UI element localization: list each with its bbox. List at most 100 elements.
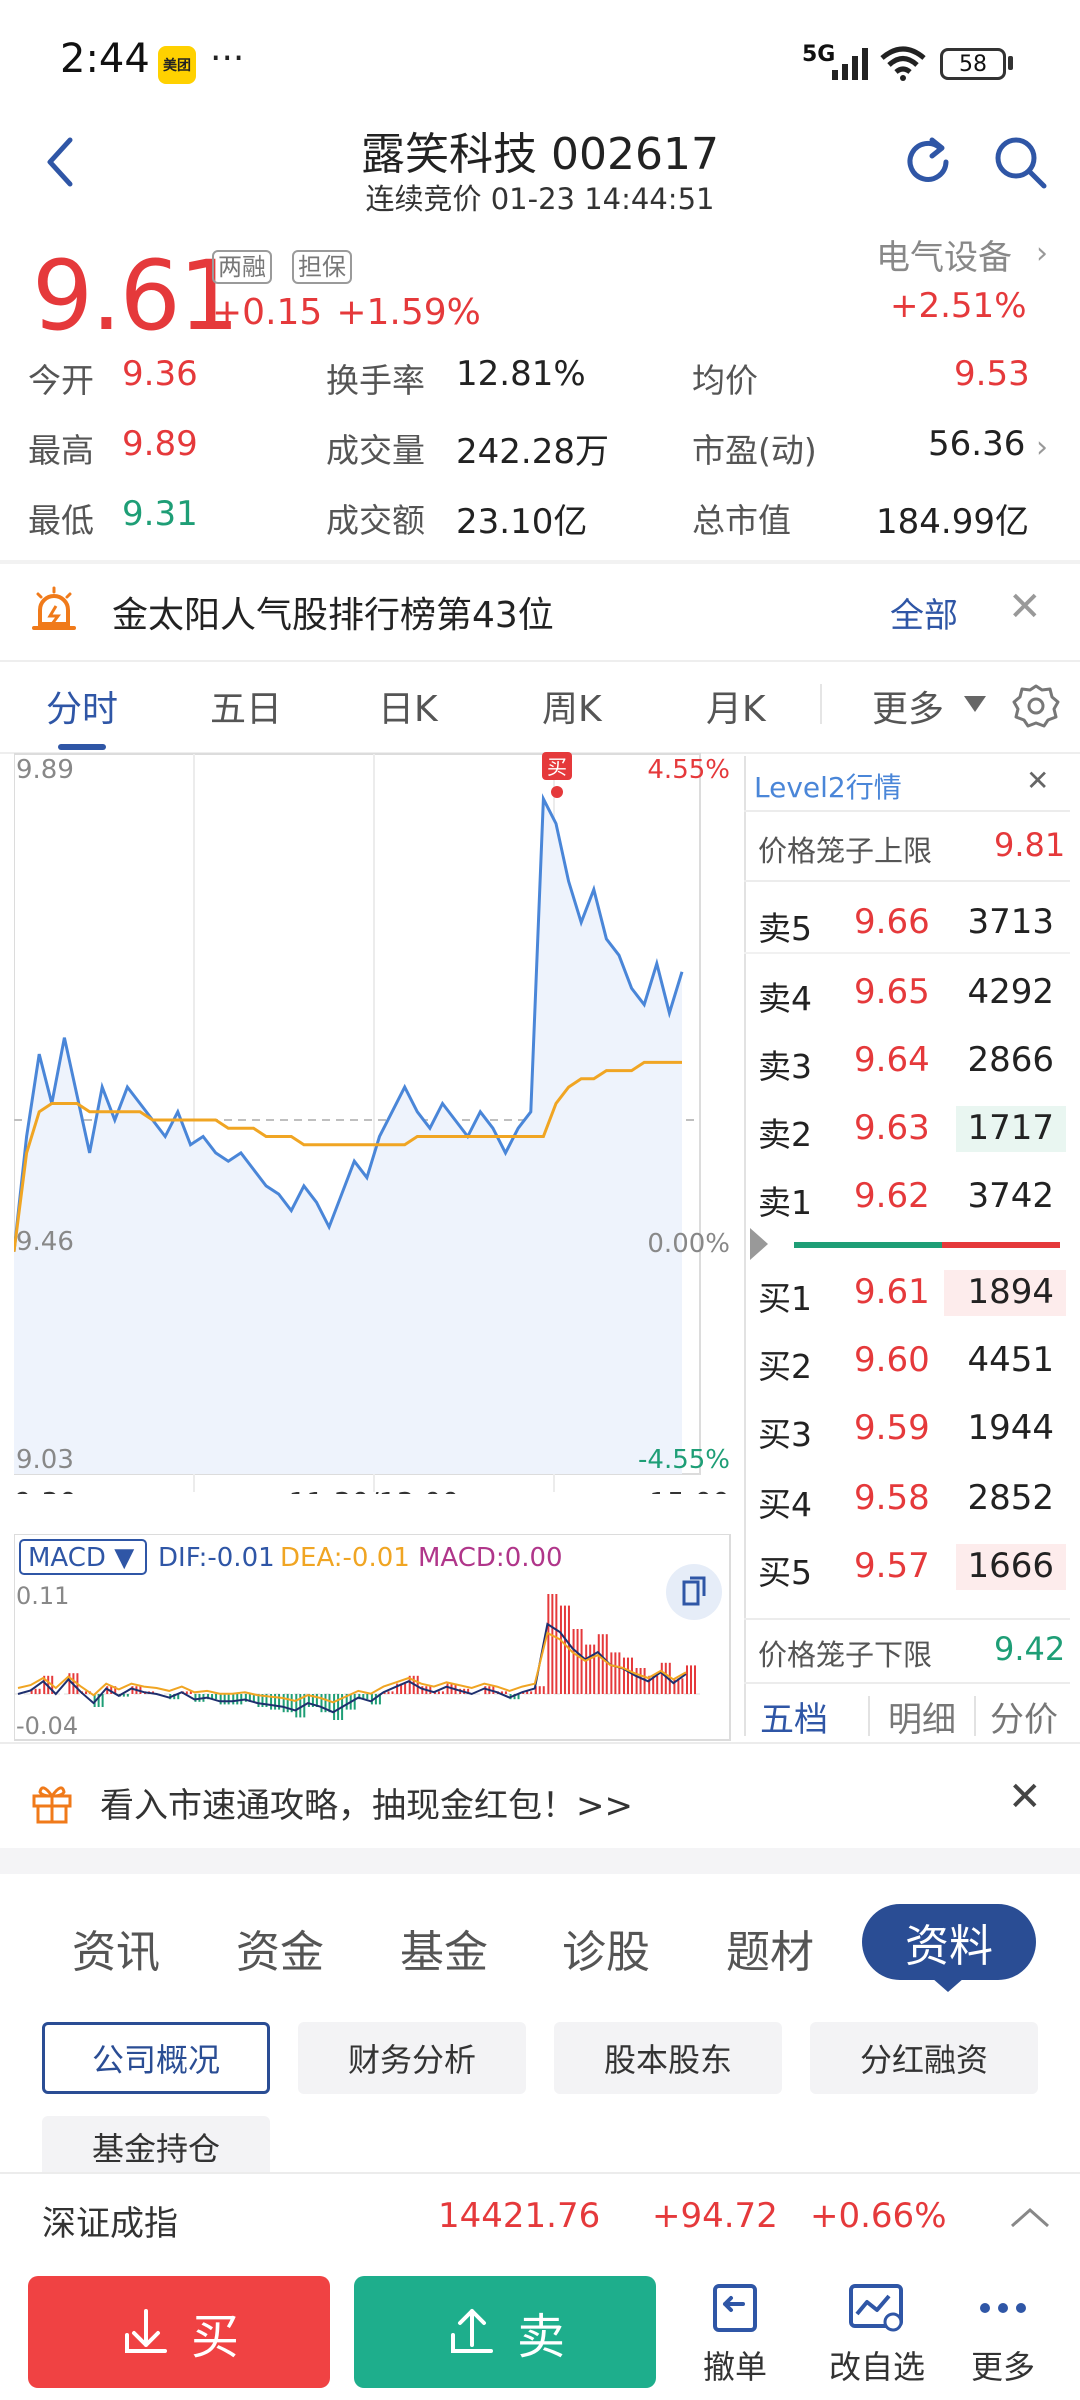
stat-label[interactable]: 市盈(动) bbox=[692, 431, 817, 470]
macd-bar bbox=[630, 1657, 633, 1694]
x-end-label: 15:00 bbox=[649, 1486, 730, 1494]
tab-five-levels[interactable]: 五档 bbox=[760, 1700, 828, 1740]
average-line bbox=[14, 1060, 682, 1252]
tab-five-day[interactable]: 五日 bbox=[210, 689, 283, 730]
macd-bar bbox=[320, 1694, 323, 1713]
ask-price: 9.64 bbox=[854, 1040, 930, 1080]
tab-fund[interactable]: 基金 bbox=[400, 1927, 488, 1978]
level2-title[interactable]: Level2行情 bbox=[754, 771, 902, 804]
buy-label: 买 bbox=[190, 2309, 239, 2365]
tab-weekly-k[interactable]: 周K bbox=[542, 689, 602, 730]
tab-diagnosis[interactable]: 诊股 bbox=[562, 1927, 650, 1978]
tab-intraday[interactable]: 分时 bbox=[46, 689, 119, 730]
tab-details[interactable]: 明细 bbox=[888, 1700, 956, 1740]
bid-volume: 1666 bbox=[967, 1546, 1054, 1586]
macd-bar bbox=[374, 1694, 377, 1705]
tab-daily-k[interactable]: 日K bbox=[378, 689, 438, 730]
buy-marker[interactable]: 买 bbox=[547, 755, 567, 779]
stat-market-cap: 184.99亿 bbox=[876, 502, 1029, 542]
chevron-right-icon[interactable]: › bbox=[1036, 236, 1048, 271]
tab-funds-flow[interactable]: 资金 bbox=[236, 1927, 324, 1978]
macd-bar bbox=[370, 1694, 373, 1705]
macd-bar bbox=[416, 1675, 419, 1694]
margin-tag[interactable]: 两融 bbox=[212, 250, 272, 284]
macd-bar bbox=[437, 1691, 440, 1694]
sell-button[interactable]: 卖 bbox=[354, 2276, 656, 2388]
back-icon[interactable] bbox=[36, 132, 86, 192]
bid-row[interactable]: 买4 9.58 2852 bbox=[744, 1468, 1070, 1530]
view-all-link[interactable]: 全部 bbox=[890, 596, 958, 636]
bid-row[interactable]: 买2 9.60 4451 bbox=[744, 1330, 1070, 1392]
chip-shareholders[interactable]: 股本股东 bbox=[554, 2022, 782, 2094]
collateral-tag[interactable]: 担保 bbox=[292, 250, 352, 284]
tab-profile[interactable]: 资料 bbox=[862, 1904, 1036, 1980]
dropdown-icon[interactable] bbox=[962, 694, 988, 714]
buy-button[interactable]: 买 bbox=[28, 2276, 330, 2388]
macd-bar bbox=[328, 1694, 331, 1713]
bid-row[interactable]: 买1 9.61 1894 bbox=[744, 1262, 1070, 1324]
ask-volume-bar bbox=[956, 1106, 1066, 1152]
chevron-up-icon[interactable] bbox=[1008, 2202, 1052, 2232]
close-icon[interactable]: ✕ bbox=[1008, 1774, 1042, 1820]
ask-label: 卖5 bbox=[758, 909, 812, 948]
lower-limit-price: 9.42 bbox=[994, 1630, 1066, 1668]
bid-row[interactable]: 买3 9.59 1944 bbox=[744, 1398, 1070, 1460]
banner-text[interactable]: 金太阳人气股排行榜第43位 bbox=[112, 595, 554, 636]
tab-separator bbox=[820, 684, 822, 724]
tab-news[interactable]: 资讯 bbox=[72, 1927, 160, 1978]
macd-selector[interactable]: MACD ▼ bbox=[28, 1543, 134, 1573]
ask-row[interactable]: 卖4 9.65 4292 bbox=[744, 962, 1070, 1024]
stat-amount: 23.10亿 bbox=[456, 502, 588, 542]
chip-financial-analysis[interactable]: 财务分析 bbox=[298, 2022, 526, 2094]
dif-label: DIF:-0.01 bbox=[158, 1543, 275, 1573]
index-bar[interactable]: 深证成指 14421.76 +94.72 +0.66% bbox=[0, 2172, 1080, 2264]
bid-row[interactable]: 买5 9.57 1666 bbox=[744, 1536, 1070, 1598]
macd-bar bbox=[131, 1686, 134, 1694]
ask-row[interactable]: 卖1 9.62 3742 bbox=[744, 1166, 1070, 1228]
tab-themes[interactable]: 题材 bbox=[726, 1927, 814, 1978]
cancel-order-label: 撤单 bbox=[702, 2348, 767, 2386]
chevron-right-icon[interactable]: › bbox=[1036, 430, 1048, 465]
tab-monthly-k[interactable]: 月K bbox=[706, 689, 766, 730]
close-icon[interactable]: ✕ bbox=[1026, 764, 1050, 797]
macd-bar bbox=[610, 1652, 613, 1694]
expand-icon[interactable] bbox=[750, 1228, 768, 1260]
close-icon[interactable]: ✕ bbox=[1008, 584, 1042, 630]
edit-watchlist-button[interactable]: 改自选 bbox=[812, 2282, 942, 2388]
sector-link[interactable]: 电气设备 bbox=[876, 238, 1012, 278]
ask-row[interactable]: 卖3 9.64 2866 bbox=[744, 1030, 1070, 1092]
chip-dividends[interactable]: 分红融资 bbox=[810, 2022, 1038, 2094]
more-button[interactable]: 更多 bbox=[948, 2282, 1058, 2388]
stat-pe[interactable]: 56.36 bbox=[928, 424, 1026, 464]
stat-label: 均价 bbox=[692, 361, 758, 400]
macd-bar bbox=[589, 1644, 592, 1694]
macd-bar bbox=[404, 1683, 407, 1694]
ask-row[interactable]: 卖2 9.63 1717 bbox=[744, 1098, 1070, 1160]
macd-bar bbox=[690, 1665, 692, 1694]
chip-company-overview[interactable]: 公司概况 bbox=[42, 2022, 270, 2094]
layout-toggle-bg[interactable] bbox=[666, 1564, 722, 1620]
macd-bar bbox=[551, 1594, 554, 1694]
ask-row[interactable]: 卖5 9.66 3713 bbox=[744, 892, 1070, 954]
upper-limit-price: 9.81 bbox=[994, 826, 1066, 864]
buy-marker-bg[interactable] bbox=[542, 752, 572, 780]
index-change-pct: +0.66% bbox=[810, 2196, 947, 2236]
ask-price: 9.65 bbox=[854, 972, 930, 1012]
stat-label: 总市值 bbox=[692, 501, 791, 540]
search-icon[interactable] bbox=[990, 132, 1050, 192]
tab-more[interactable]: 更多 bbox=[872, 689, 945, 730]
macd-selector-box[interactable] bbox=[19, 1539, 147, 1575]
refresh-icon[interactable] bbox=[898, 132, 958, 192]
change-value: +0.15 bbox=[212, 292, 323, 333]
cancel-order-button[interactable]: 撤单 bbox=[680, 2282, 790, 2388]
gear-icon[interactable] bbox=[1012, 682, 1060, 730]
macd-chart[interactable]: MACD ▼ DIF:-0.01 DEA:-0.01 MACD:0.00 0.1… bbox=[14, 1534, 744, 1742]
macd-bar bbox=[177, 1694, 180, 1700]
copy-icon[interactable] bbox=[682, 1576, 706, 1606]
chip-fund-holdings[interactable]: 基金持仓 bbox=[42, 2116, 270, 2178]
intraday-chart[interactable]: 9.89 9.46 9.03 4.55% 0.00% -4.55% 买 9:30… bbox=[14, 752, 744, 1494]
macd-bar bbox=[686, 1665, 688, 1694]
price-change: +0.15 +1.59% bbox=[212, 292, 481, 333]
promo-text[interactable]: 看入市速通攻略，抽现金红包！>> bbox=[100, 1786, 633, 1826]
tab-price-distribution[interactable]: 分价 bbox=[990, 1700, 1058, 1740]
